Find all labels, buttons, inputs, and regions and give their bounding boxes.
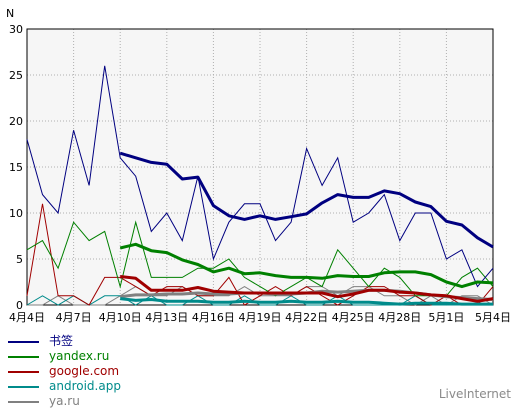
series-line bbox=[26, 220, 494, 297]
x-tick-label: 4月22日 bbox=[285, 311, 328, 324]
x-axis: 4月4日 4月7日 4月10日 4月13日 4月16日 4月19日 4月22日 4月25日 4月… bbox=[9, 311, 511, 324]
grid bbox=[26, 28, 494, 306]
legend-label: android.app bbox=[49, 379, 121, 393]
legend-label: google.com bbox=[49, 364, 120, 378]
series-average-line bbox=[120, 297, 493, 306]
x-tick-label: 5月4日 bbox=[475, 311, 511, 324]
daily-series bbox=[26, 65, 494, 306]
x-tick-label: 4月4日 bbox=[9, 311, 45, 324]
legend-swatch bbox=[8, 401, 39, 403]
y-tick-label: 20 bbox=[9, 115, 23, 128]
legend-swatch bbox=[8, 386, 39, 388]
average-series bbox=[119, 151, 494, 306]
series-average-line bbox=[120, 275, 494, 303]
legend-swatch bbox=[8, 371, 39, 373]
y-tick-label: 5 bbox=[16, 253, 23, 266]
x-tick-label: 4月28日 bbox=[378, 311, 421, 324]
liveinternet-credit[interactable]: LiveInternet bbox=[438, 387, 511, 401]
x-tick-label: 4月10日 bbox=[99, 311, 142, 324]
y-axis-label: N bbox=[6, 7, 14, 20]
y-tick-label: 30 bbox=[9, 23, 23, 36]
series-average-line bbox=[119, 242, 494, 289]
line-chart: 0 5 10 15 20 25 30 4月4日 4月7日 4月10日 4月13日 4月16日 4月19… bbox=[6, 7, 511, 324]
legend-label: 书签 bbox=[49, 334, 74, 348]
y-tick-label: 10 bbox=[9, 207, 23, 220]
y-tick-label: 0 bbox=[16, 299, 23, 312]
legend-swatch bbox=[8, 356, 39, 358]
x-tick-label: 4月19日 bbox=[239, 311, 282, 324]
x-tick-label: 4月7日 bbox=[56, 311, 92, 324]
y-tick-label: 15 bbox=[9, 161, 23, 174]
legend-swatch bbox=[8, 341, 39, 343]
x-tick-label: 5月1日 bbox=[428, 311, 464, 324]
x-tick-label: 4月25日 bbox=[332, 311, 375, 324]
legend-label: ya.ru bbox=[49, 394, 80, 408]
x-tick-label: 4月16日 bbox=[192, 311, 235, 324]
series-average-line bbox=[119, 151, 494, 249]
series-line bbox=[26, 65, 494, 288]
x-tick-label: 4月13日 bbox=[145, 311, 188, 324]
legend-label: yandex.ru bbox=[49, 349, 110, 363]
y-tick-label: 25 bbox=[9, 69, 23, 82]
y-axis: 0 5 10 15 20 25 30 bbox=[9, 23, 23, 312]
